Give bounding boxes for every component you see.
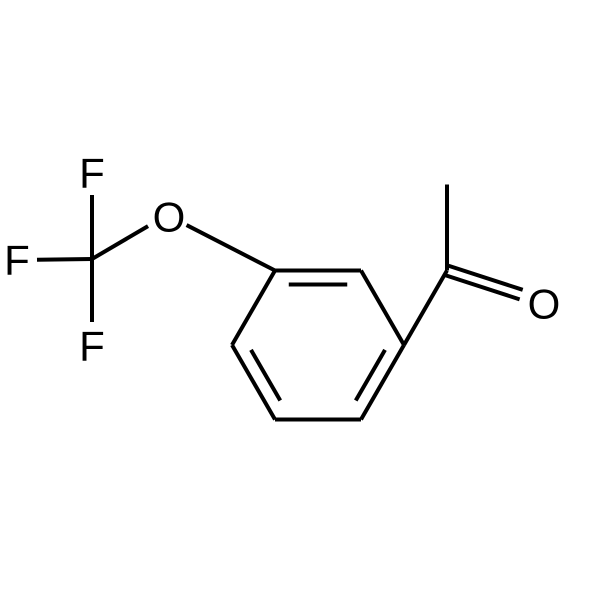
svg-text:O: O: [528, 281, 561, 328]
svg-text:F: F: [79, 150, 105, 197]
svg-text:F: F: [79, 323, 105, 370]
svg-text:O: O: [153, 194, 186, 241]
chemical-structure: O O F F F: [0, 0, 600, 600]
svg-text:F: F: [4, 237, 30, 284]
